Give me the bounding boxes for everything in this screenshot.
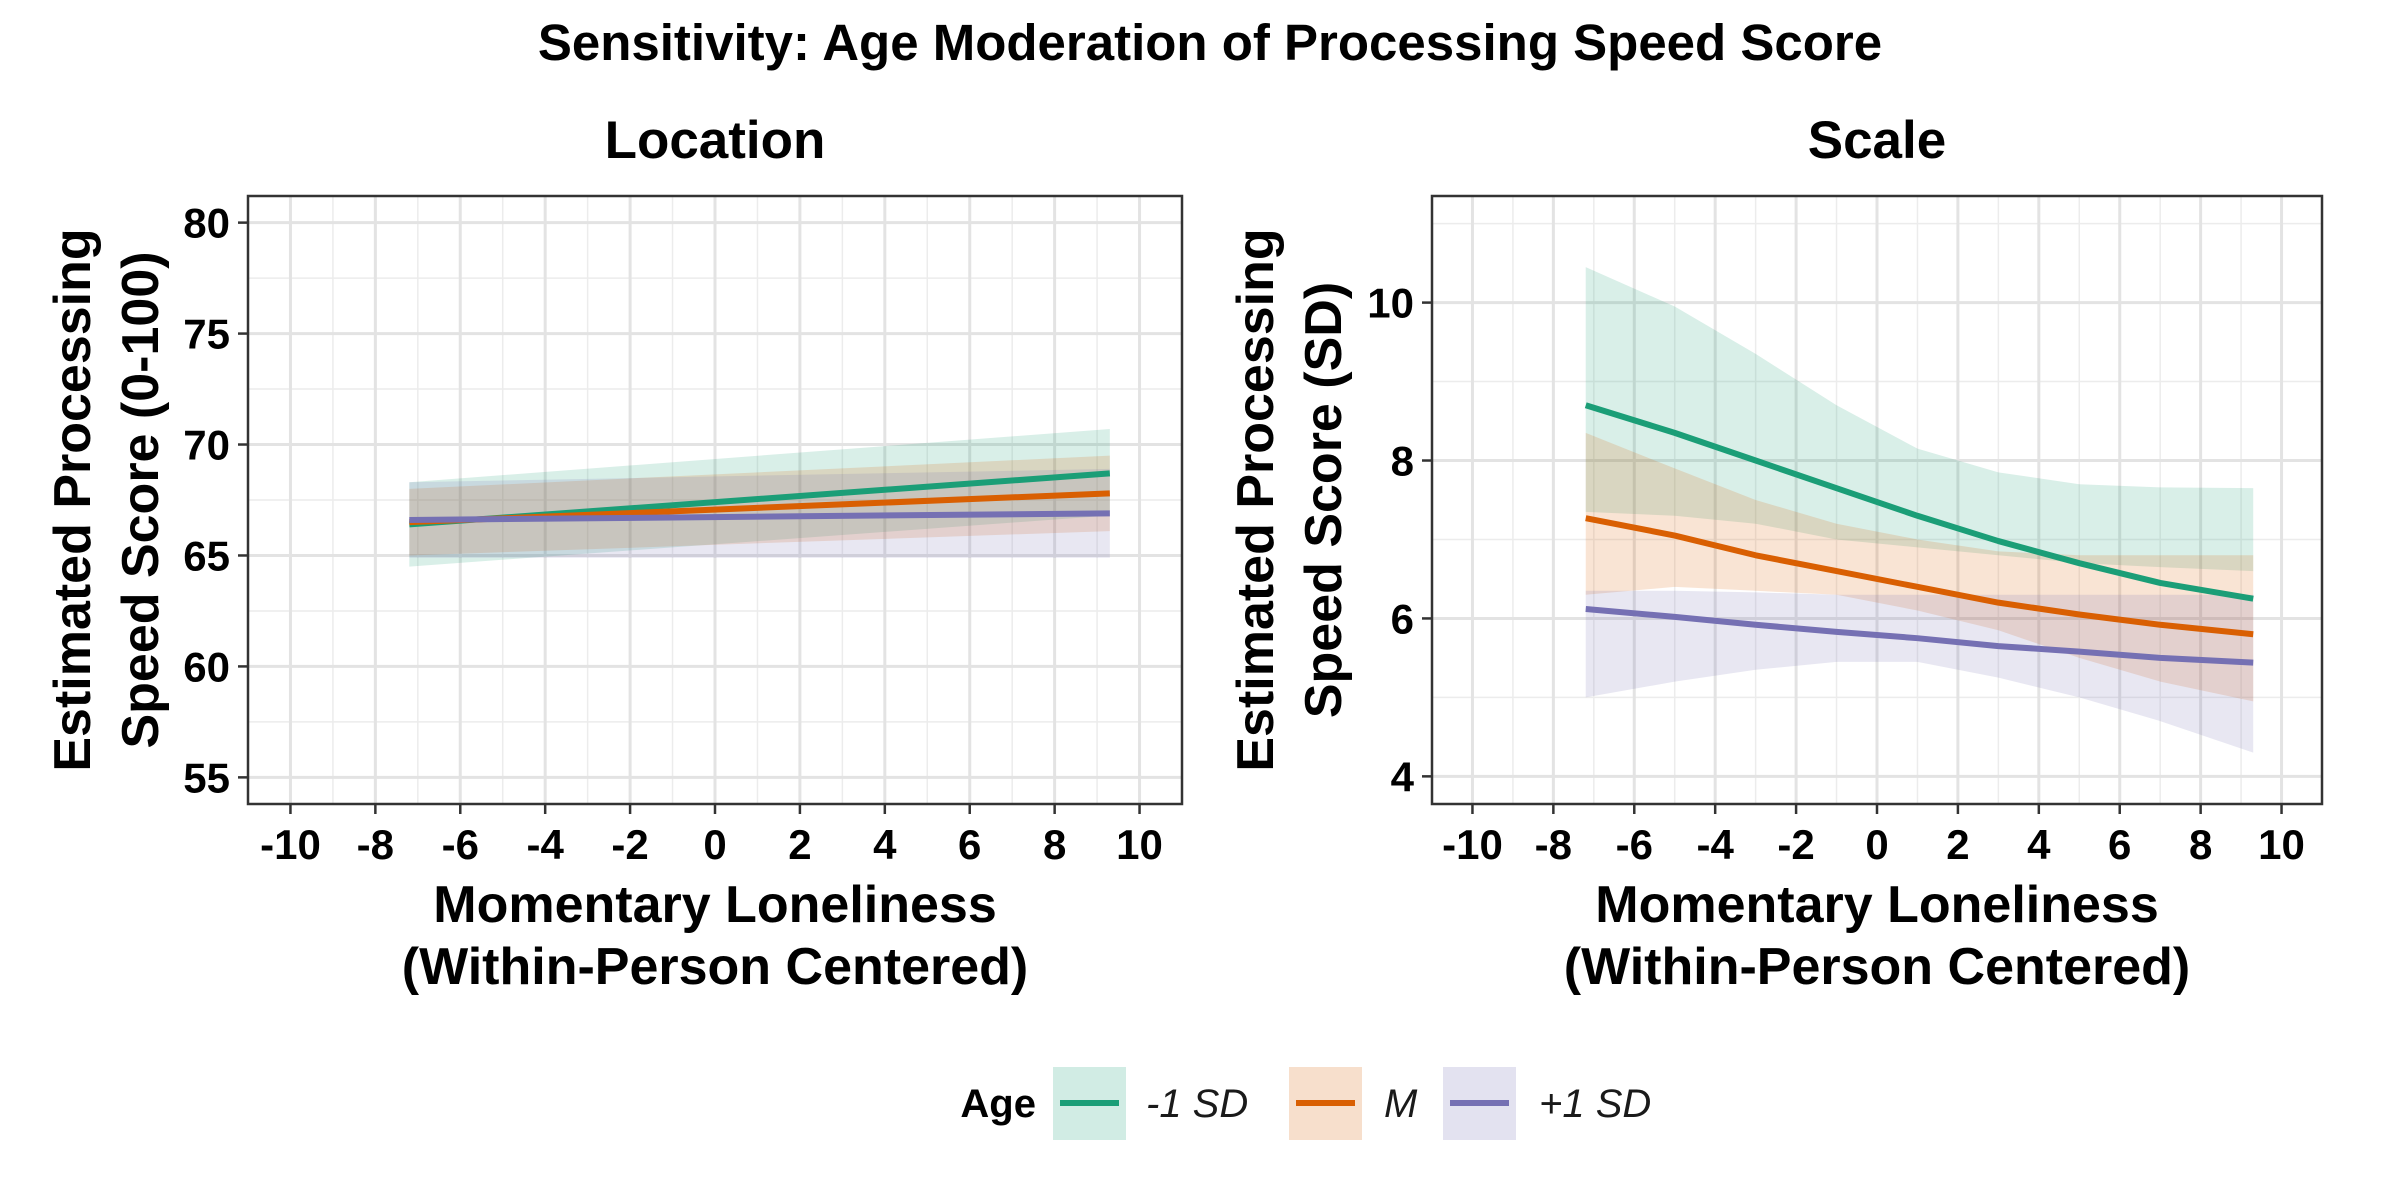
- scale-x-tick-label: 4: [2027, 821, 2051, 868]
- scale-x-tick-label: 2: [1946, 821, 1969, 868]
- legend-item-m: M: [1289, 1067, 1418, 1140]
- location-y-tick-label: 55: [183, 754, 230, 801]
- scale-ribbon-plus1sd: [1585, 590, 2254, 753]
- location-panel-title: Location: [605, 111, 826, 170]
- legend-item-plus1sd: +1 SD: [1443, 1067, 1651, 1140]
- legend: Age -1 SD M +1 SD: [960, 1067, 1651, 1140]
- location-x-axis-title: Momentary Loneliness: [433, 876, 996, 934]
- legend-item-minus1sd: -1 SD: [1053, 1067, 1248, 1140]
- scale-y-axis-title: Estimated Processing: [1227, 228, 1285, 771]
- legend-label-minus1sd: -1 SD: [1146, 1082, 1248, 1126]
- legend-title: Age: [960, 1082, 1036, 1126]
- scale-ribbon-m: [1585, 432, 2254, 702]
- scale-y-axis-title: Speed Score (SD): [1295, 282, 1353, 718]
- scale-x-tick-label: 0: [1865, 821, 1888, 868]
- location-x-tick-label: 10: [1116, 821, 1163, 868]
- location-y-axis-title: Speed Score (0-100): [112, 251, 170, 748]
- legend-label-m: M: [1384, 1082, 1418, 1126]
- scale-x-tick-label: -6: [1616, 821, 1653, 868]
- location-x-tick-label: -4: [527, 821, 565, 868]
- location-ribbon-plus1sd: [409, 468, 1110, 558]
- main-title: Sensitivity: Age Moderation of Processin…: [538, 14, 1882, 71]
- scale-x-tick-label: -2: [1777, 821, 1814, 868]
- location-y-tick-label: 65: [183, 532, 230, 579]
- panel-scale: Scale -10 -8 -6 -4 -2 0 2 4 6 8 10 4 6 8 10 Momentary Lo…: [1227, 111, 2324, 996]
- scale-ribbon-minus1sd: [1585, 267, 2254, 572]
- scale-y-tick-label: 10: [1367, 280, 1414, 327]
- location-x-tick-label: 0: [703, 821, 726, 868]
- location-x-tick-label: 6: [958, 821, 981, 868]
- location-y-tick-label: 80: [183, 200, 230, 247]
- scale-x-tick-label: 10: [2258, 821, 2305, 868]
- location-x-tick-label: -2: [611, 821, 648, 868]
- scale-gridlines: [1431, 196, 2323, 804]
- location-x-tick-label: -8: [357, 821, 394, 868]
- scale-y-tick-label: 4: [1391, 753, 1415, 800]
- scale-x-tick-label: 8: [2189, 821, 2212, 868]
- scale-x-tick-label: 6: [2108, 821, 2131, 868]
- scale-y-tick-label: 6: [1391, 595, 1414, 642]
- scale-line-m: [1585, 515, 2254, 638]
- scale-x-axis-title: Momentary Loneliness: [1595, 876, 2158, 934]
- location-x-tick-label: 4: [873, 821, 897, 868]
- location-y-tick-label: 60: [183, 643, 230, 690]
- scale-y-tick-label: 8: [1391, 438, 1414, 485]
- location-line-plus1sd: [409, 510, 1110, 523]
- scale-x-tick-label: -8: [1535, 821, 1572, 868]
- scale-x-axis-title: (Within-Person Centered): [1564, 938, 2190, 996]
- scale-x-tick-label: -4: [1697, 821, 1735, 868]
- panel-location: Location -10 -8 -6 -4 -2 0 2 4 6 8 10 55 60 65 70 75 80 Mo…: [44, 111, 1184, 996]
- scale-x-tick-label: -10: [1442, 821, 1503, 868]
- location-x-tick-label: 8: [1043, 821, 1066, 868]
- location-x-axis-title: (Within-Person Centered): [402, 938, 1028, 996]
- location-y-tick-label: 70: [183, 422, 230, 469]
- scale-line-plus1sd: [1585, 605, 2254, 666]
- location-y-tick-label: 75: [183, 311, 230, 358]
- location-x-tick-label: -6: [442, 821, 479, 868]
- location-x-tick-label: -10: [260, 821, 321, 868]
- legend-label-plus1sd: +1 SD: [1539, 1082, 1651, 1126]
- scale-line-minus1sd: [1584, 402, 2254, 602]
- location-y-axis-title: Estimated Processing: [44, 228, 102, 771]
- scale-panel-title: Scale: [1808, 111, 1947, 170]
- location-x-tick-label: 2: [788, 821, 811, 868]
